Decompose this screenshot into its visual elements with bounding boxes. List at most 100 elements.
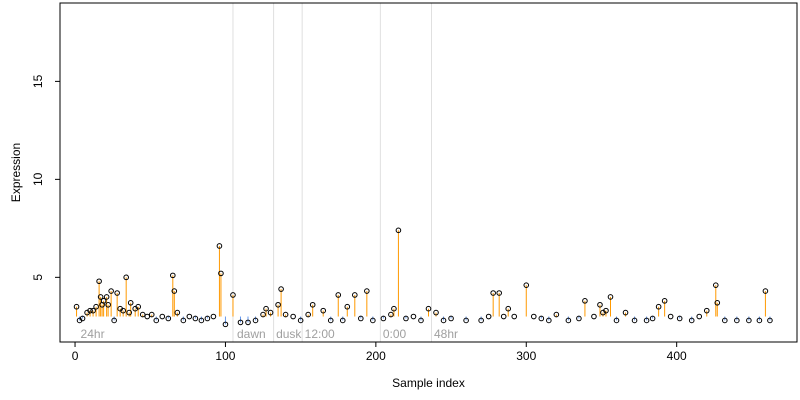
background-point — [198, 317, 205, 324]
background-point — [500, 313, 507, 320]
background-point — [722, 317, 728, 324]
region-label: dusk — [276, 327, 302, 341]
background-point — [538, 315, 545, 322]
baseline-stems — [76, 230, 771, 325]
background-point — [186, 313, 193, 320]
y-axis: 5 10 15 — [31, 74, 60, 281]
background-point — [478, 317, 484, 324]
background-point — [696, 313, 703, 320]
background-point — [676, 315, 683, 322]
highlight-point — [97, 294, 104, 300]
background-point — [410, 313, 417, 320]
background-point — [111, 317, 117, 324]
background-point — [703, 307, 710, 314]
background-point — [403, 315, 409, 322]
background-point — [433, 309, 439, 316]
region-label: 24hr — [81, 327, 105, 341]
background-point — [667, 313, 674, 320]
background-point — [767, 317, 773, 324]
background-point — [165, 315, 172, 322]
highlight-point — [216, 243, 223, 249]
x-tick-label: 200 — [366, 349, 386, 363]
background-point — [576, 315, 582, 322]
background-point — [222, 321, 229, 328]
x-tick-label: 400 — [667, 349, 687, 363]
background-point — [339, 317, 346, 324]
y-tick-label: 10 — [31, 172, 45, 186]
y-tick-label: 5 — [31, 274, 45, 281]
background-point — [139, 311, 146, 318]
background-point — [204, 315, 211, 322]
highlight-point — [230, 292, 236, 298]
background-point — [546, 317, 552, 324]
background-point — [511, 313, 518, 320]
highlight-point — [127, 300, 134, 306]
data-points — [73, 227, 773, 328]
y-tick-label: 15 — [31, 74, 45, 88]
highlight-point — [170, 272, 176, 279]
highlight-point — [171, 288, 178, 294]
region-labels: 24hr dawn dusk 12:00 0:00 48hr — [81, 327, 458, 341]
background-point — [327, 317, 334, 324]
background-point — [282, 311, 289, 318]
background-point — [358, 315, 364, 322]
background-point — [463, 317, 469, 324]
highlight-point — [364, 288, 370, 294]
highlight-point — [523, 282, 530, 288]
background-point — [649, 315, 656, 322]
region-label: 12:00 — [305, 327, 335, 341]
highlight-point — [114, 290, 120, 296]
background-point — [643, 317, 650, 324]
background-point — [553, 311, 560, 318]
background-point — [305, 311, 311, 318]
background-point — [192, 315, 199, 322]
background-point — [252, 317, 259, 324]
background-point — [380, 315, 387, 322]
region-label: 0:00 — [383, 327, 407, 341]
background-point — [260, 311, 266, 318]
highlight-point — [103, 294, 110, 300]
highlight-point — [344, 303, 351, 310]
highlight-point — [335, 292, 342, 298]
background-point — [448, 315, 454, 322]
region-divider-lines — [232, 3, 433, 342]
background-point — [210, 313, 217, 320]
x-axis: 0 100 200 300 400 — [72, 342, 687, 363]
background-point — [290, 313, 296, 320]
background-point — [622, 309, 629, 316]
background-point — [613, 317, 620, 324]
background-point — [120, 307, 126, 314]
y-axis-title: Expression — [9, 143, 23, 202]
background-point — [245, 319, 251, 326]
plot-frame — [59, 2, 798, 343]
highlight-point — [218, 270, 224, 277]
highlight-point — [73, 303, 80, 310]
background-point — [756, 317, 763, 324]
background-point — [135, 303, 142, 310]
x-tick-label: 0 — [72, 349, 79, 363]
background-point — [153, 317, 160, 324]
background-point — [148, 311, 155, 318]
highlight-point — [123, 274, 129, 281]
region-label: dawn — [237, 327, 266, 341]
highlight-point — [712, 282, 719, 288]
highlight-point — [309, 301, 316, 308]
background-point — [93, 303, 99, 310]
background-point — [105, 301, 111, 308]
background-point — [505, 305, 512, 312]
background-point — [746, 317, 752, 324]
background-point — [180, 317, 187, 324]
highlight-point — [108, 288, 114, 294]
background-point — [320, 307, 327, 314]
background-point — [734, 317, 740, 324]
background-point — [565, 317, 572, 324]
background-point — [126, 309, 132, 316]
x-tick-label: 300 — [516, 349, 536, 363]
highlight-point — [425, 305, 432, 312]
highlight-point — [352, 292, 358, 298]
background-point — [530, 313, 537, 320]
background-point — [370, 317, 376, 324]
highlight-point — [597, 301, 603, 308]
region-label: 48hr — [434, 327, 458, 341]
